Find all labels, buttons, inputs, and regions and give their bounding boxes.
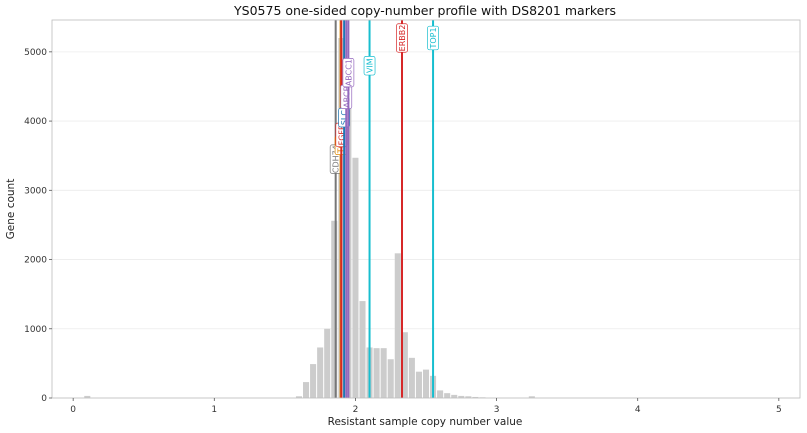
x-axis-ticks: 0 1 2 3 4 5 bbox=[70, 398, 782, 415]
marker-label: SLC bbox=[340, 110, 349, 126]
chart-title: YS0575 one-sided copy-number profile wit… bbox=[233, 3, 616, 18]
x-tick-label: 1 bbox=[211, 405, 217, 415]
histogram-bar bbox=[84, 395, 91, 398]
marker-label: FGFR bbox=[337, 124, 346, 145]
histogram-bars bbox=[84, 38, 535, 398]
histogram-bar bbox=[408, 357, 415, 398]
marker-label-group: VIM bbox=[363, 55, 376, 76]
histogram-bar bbox=[458, 395, 465, 398]
marker-label-box bbox=[342, 58, 355, 88]
marker-label-box bbox=[363, 55, 376, 76]
histogram-bar bbox=[317, 347, 324, 398]
histogram-bar bbox=[401, 332, 408, 398]
marker-label-group: ABCC1 bbox=[342, 58, 355, 88]
histogram-bar bbox=[465, 396, 472, 398]
histogram-bar bbox=[295, 396, 303, 398]
histogram-bar bbox=[387, 359, 394, 398]
marker-label: TOP1 bbox=[429, 27, 438, 49]
x-tick-label: 5 bbox=[776, 405, 782, 415]
histogram-bar bbox=[352, 157, 359, 398]
y-tick-label: 1000 bbox=[24, 325, 47, 335]
histogram-bar bbox=[359, 301, 366, 398]
histogram-bar bbox=[528, 396, 535, 398]
marker-label: VIM bbox=[366, 58, 375, 73]
y-tick-label: 4000 bbox=[24, 117, 47, 127]
histogram-bar bbox=[451, 394, 458, 398]
x-axis-title: Resistant sample copy number value bbox=[328, 416, 523, 428]
marker-lines: CDH74TOPFGFRSLCABCBABCC1VIMERBB2TOP1 bbox=[329, 20, 439, 398]
y-tick-label: 2000 bbox=[24, 256, 47, 266]
histogram-bar bbox=[324, 328, 331, 398]
y-tick-label: 0 bbox=[41, 394, 47, 404]
marker-label-group: ABCB bbox=[340, 84, 353, 109]
histogram-bar bbox=[310, 364, 317, 398]
histogram-bar bbox=[415, 371, 422, 398]
marker-label-group: ERBB2 bbox=[396, 23, 408, 53]
y-tick-label: 3000 bbox=[24, 186, 47, 196]
histogram-bar bbox=[422, 369, 430, 398]
marker-label: CDH74 bbox=[332, 145, 341, 173]
grid-lines bbox=[52, 51, 800, 399]
histogram-bar bbox=[331, 220, 338, 398]
y-tick-label: 5000 bbox=[24, 48, 47, 58]
histogram-bar bbox=[444, 393, 451, 398]
x-tick-label: 3 bbox=[494, 405, 500, 415]
x-tick-label: 4 bbox=[635, 405, 641, 415]
marker-label-box bbox=[396, 23, 408, 53]
marker-label: ABCB bbox=[342, 86, 351, 108]
marker-label-group: TOP1 bbox=[427, 25, 439, 51]
histogram-bar bbox=[394, 253, 401, 398]
marker-label: ABCC1 bbox=[344, 59, 353, 86]
histogram-bar bbox=[380, 348, 387, 398]
plot-frame bbox=[51, 19, 801, 399]
histogram-bar bbox=[303, 382, 310, 398]
marker-label-box bbox=[427, 25, 439, 51]
x-tick-label: 2 bbox=[353, 405, 359, 415]
y-axis-ticks: 0 1000 2000 3000 4000 5000 bbox=[24, 48, 52, 404]
histogram-bar bbox=[472, 396, 479, 398]
histogram-bar bbox=[437, 390, 444, 398]
x-tick-label: 0 bbox=[70, 405, 76, 415]
histogram-bar bbox=[373, 348, 380, 398]
y-axis-title: Gene count bbox=[5, 179, 17, 240]
marker-label: ERBB2 bbox=[398, 25, 407, 52]
